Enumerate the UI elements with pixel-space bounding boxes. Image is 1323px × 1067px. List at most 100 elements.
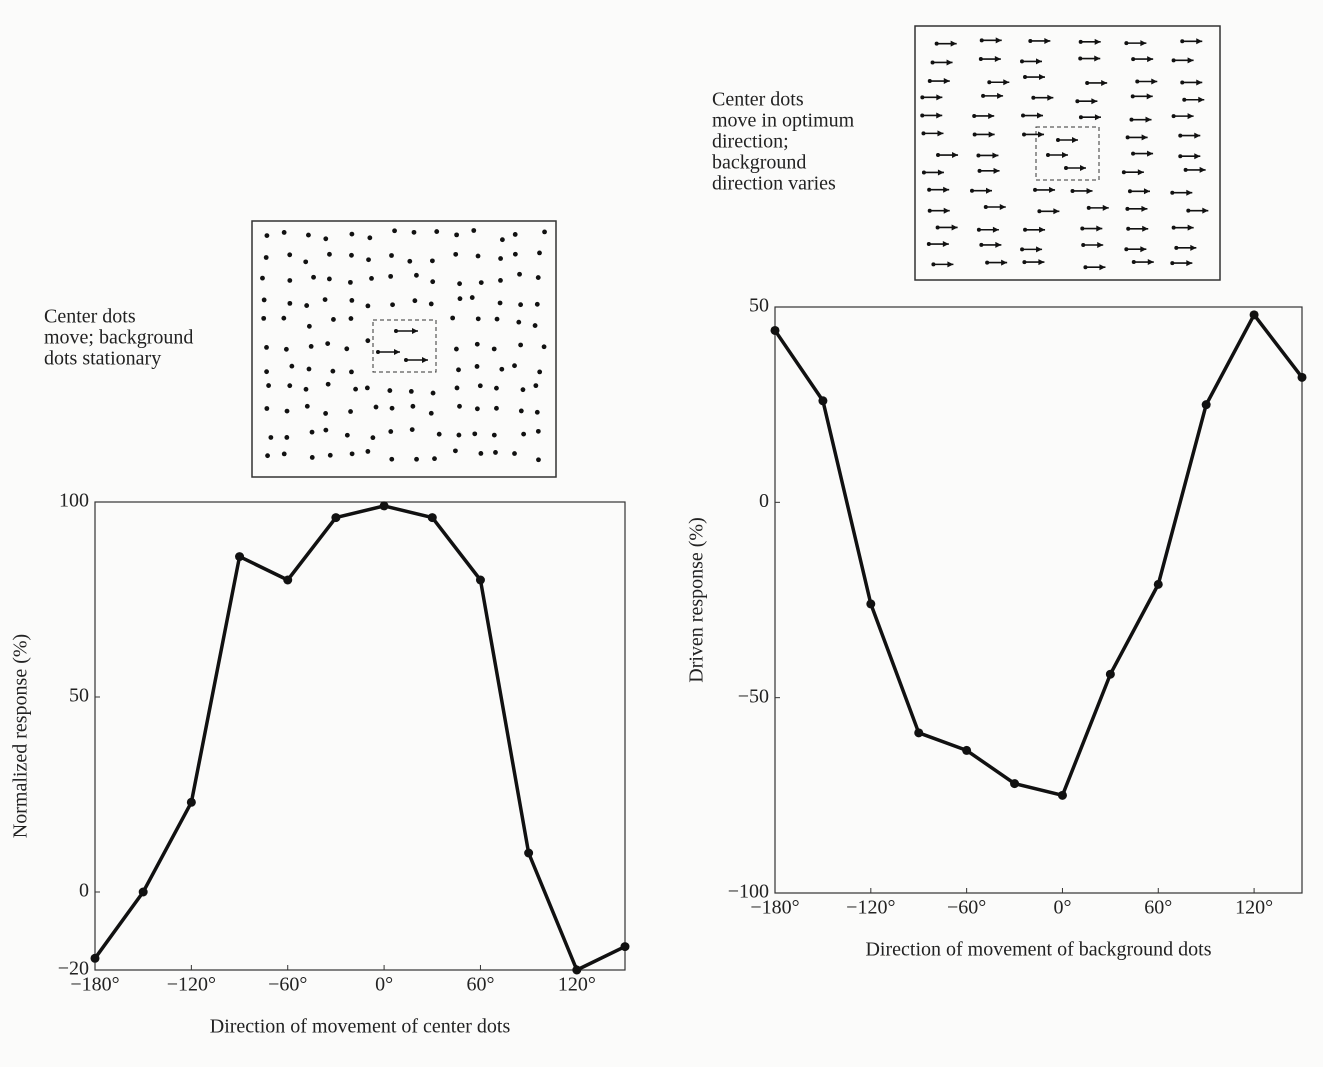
inset-dot	[1075, 99, 1079, 103]
inset-dot	[935, 42, 939, 46]
inset-dot	[498, 301, 503, 306]
inset-dot	[387, 388, 392, 393]
inset-dot	[365, 304, 370, 309]
inset-arrowhead	[1095, 39, 1101, 45]
data-point	[187, 798, 196, 807]
data-point	[818, 396, 827, 405]
inset-arrowhead	[1144, 188, 1150, 194]
inset-arrowhead	[1151, 79, 1157, 85]
inset-frame	[252, 221, 556, 477]
inset-arrowhead	[1138, 169, 1144, 175]
inset-dot	[512, 363, 517, 368]
inset-arrowhead	[422, 357, 428, 363]
inset-arrowhead	[1200, 167, 1206, 173]
inset-dot	[472, 431, 477, 436]
inset-dot	[1184, 168, 1188, 172]
inset-arrowhead	[1087, 188, 1093, 194]
inset-dot	[542, 344, 547, 349]
data-point	[91, 954, 100, 963]
inset-arrowhead	[1186, 260, 1192, 266]
x-tick-label: 120°	[558, 974, 596, 996]
inset-dot	[409, 389, 414, 394]
inset-dot	[388, 429, 393, 434]
x-tick-label: −60°	[268, 974, 307, 996]
inset-dot	[345, 433, 350, 438]
inset-dot	[980, 38, 984, 42]
inset-dot	[1071, 189, 1075, 193]
x-tick-label: 120°	[1235, 897, 1273, 919]
inset-arrowhead	[1202, 208, 1208, 214]
data-point	[1250, 310, 1259, 319]
inset-dot	[1022, 132, 1026, 136]
inset-dot	[323, 428, 328, 433]
inset-dot	[1031, 96, 1035, 100]
inset-dot	[456, 367, 461, 372]
inset-dot	[985, 261, 989, 265]
inset-dot	[454, 232, 459, 237]
inset-dot	[922, 170, 926, 174]
inset-dot	[282, 230, 287, 235]
inset-dot	[1122, 170, 1126, 174]
inset-dot	[1079, 40, 1083, 44]
inset-dot	[1170, 261, 1174, 265]
inset-dot	[307, 367, 312, 372]
inset-dot	[1033, 188, 1037, 192]
inset-dot	[921, 131, 925, 135]
inset-dot	[325, 341, 330, 346]
y-tick-label: 0	[79, 880, 89, 902]
inset-dot	[516, 320, 521, 325]
inset-dot	[434, 229, 439, 234]
inset-dot	[287, 301, 292, 306]
inset-dot	[328, 453, 333, 458]
inset-dot	[366, 257, 371, 262]
inset-dot	[281, 316, 286, 321]
inset-dot	[432, 456, 437, 461]
inset-dot	[310, 455, 315, 460]
inset-dot	[1046, 153, 1050, 157]
inset-dot	[330, 369, 335, 374]
y-tick-label: 100	[59, 490, 89, 512]
inset-arrowhead	[1072, 137, 1078, 143]
inset-arrowhead	[952, 224, 958, 230]
inset-arrowhead	[1037, 113, 1043, 119]
inset-arrowhead	[1146, 117, 1152, 123]
inset-dot	[1182, 98, 1186, 102]
inset-arrowhead	[989, 131, 995, 137]
inset-dot	[492, 347, 497, 352]
y-axis-label: Driven response (%)	[686, 517, 708, 683]
inset-dot	[1174, 246, 1178, 250]
inset-dot	[374, 405, 379, 410]
data-point	[235, 552, 244, 561]
x-axis-label: Direction of movement of background dots	[865, 939, 1211, 961]
inset-dot	[492, 433, 497, 438]
annotation: direction;	[712, 131, 789, 153]
inset-dot	[973, 132, 977, 136]
inset-arrowhead	[988, 113, 994, 119]
inset-dot	[521, 432, 526, 437]
inset-dot	[500, 237, 505, 242]
inset-arrowhead	[1140, 246, 1146, 252]
data-point	[1154, 580, 1163, 589]
inset-dot	[367, 235, 372, 240]
inset-dot	[264, 406, 269, 411]
inset-dot	[455, 386, 460, 391]
annotation: direction varies	[712, 173, 836, 195]
inset-dot	[265, 233, 270, 238]
inset-dot	[350, 451, 355, 456]
inset-center-box	[373, 320, 436, 372]
inset-dot	[349, 253, 354, 258]
annotation: Center dots	[712, 89, 804, 111]
inset-dot	[410, 427, 415, 432]
inset-arrowhead	[1062, 152, 1068, 158]
inset-arrowhead	[947, 59, 953, 65]
inset-arrowhead	[1198, 97, 1204, 103]
inset-dot	[394, 329, 398, 333]
inset-dot	[1172, 114, 1176, 118]
inset-arrowhead	[1094, 56, 1100, 62]
annotation: background	[712, 152, 806, 174]
inset-dot	[390, 406, 395, 411]
inset-dot	[323, 236, 328, 241]
inset-dot	[936, 225, 940, 229]
inset-dot	[519, 409, 524, 414]
inset-dot	[457, 404, 462, 409]
